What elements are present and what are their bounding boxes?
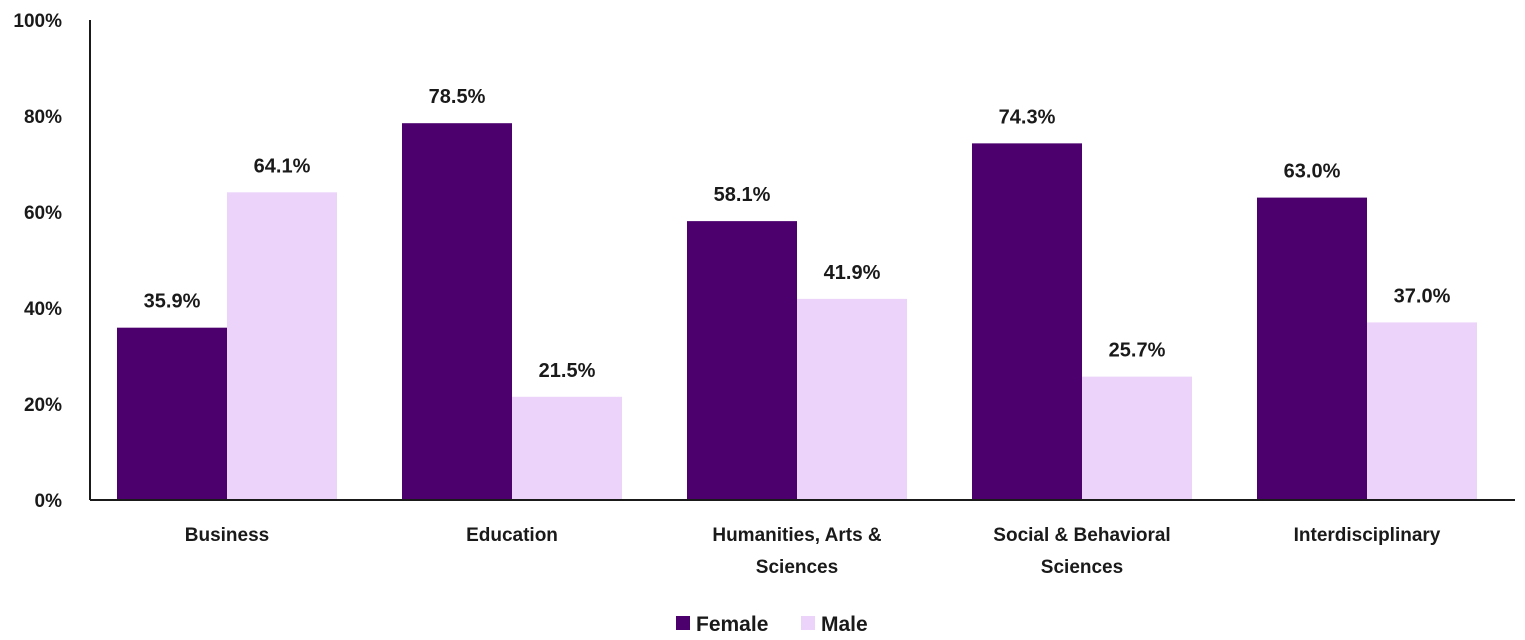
data-label: 63.0% <box>1284 161 1341 183</box>
bar-female <box>1257 197 1367 500</box>
category-label: Business <box>185 525 269 546</box>
data-label: 37.0% <box>1394 285 1451 307</box>
bar-male <box>797 298 907 500</box>
data-label: 58.1% <box>714 184 771 206</box>
data-label: 64.1% <box>254 155 311 177</box>
bar-female <box>972 143 1082 501</box>
category-label: Social & Behavioral <box>993 525 1170 546</box>
data-label: 21.5% <box>539 360 596 382</box>
category-label: Humanities, Arts & <box>712 525 882 546</box>
legend-swatch-female <box>676 616 690 630</box>
bar-male <box>1367 322 1477 500</box>
data-label: 78.5% <box>429 86 486 108</box>
y-tick-label: 100% <box>13 11 62 32</box>
bar-male <box>227 192 337 500</box>
y-tick-label: 80% <box>24 107 62 128</box>
legend-label: Male <box>821 613 868 635</box>
legend-label: Female <box>696 613 768 635</box>
category-label: Interdisciplinary <box>1294 525 1441 546</box>
bar-female <box>117 327 227 500</box>
bar-female <box>687 221 797 500</box>
data-label: 74.3% <box>999 106 1056 128</box>
category-label: Sciences <box>1041 557 1123 578</box>
bar-female <box>402 123 512 500</box>
data-label: 35.9% <box>144 291 201 313</box>
y-tick-label: 0% <box>35 491 63 512</box>
bar-male <box>1082 376 1192 500</box>
data-label: 41.9% <box>824 262 881 284</box>
y-tick-label: 40% <box>24 299 62 320</box>
y-tick-label: 20% <box>24 395 62 416</box>
bar-male <box>512 396 622 500</box>
category-label: Sciences <box>756 557 838 578</box>
y-tick-label: 60% <box>24 203 62 224</box>
legend-swatch-male <box>801 616 815 630</box>
data-label: 25.7% <box>1109 340 1166 362</box>
category-label: Education <box>466 525 558 546</box>
